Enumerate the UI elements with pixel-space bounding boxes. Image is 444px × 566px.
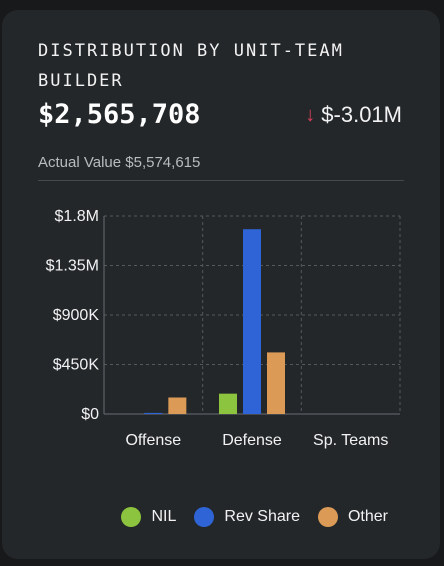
total-amount: $2,565,708 [38,99,201,130]
y-tick-label: $900K [53,307,100,324]
y-tick-label: $1.35M [46,258,99,275]
legend-item-nil[interactable]: NIL [121,507,176,527]
chart-legend: NIL Rev Share Other [2,507,440,527]
x-tick-label: Sp. Teams [313,432,388,449]
bar-nil-defense [219,393,237,414]
legend-item-other[interactable]: Other [317,507,388,527]
legend-swatch-rev-share [194,507,215,527]
bar-chart: $0 $450K $900K $1.35M $1.8M Offense Defense Sp.… [46,208,401,449]
y-tick-label: $0 [81,406,99,423]
bar-rev-share-offense [144,412,163,414]
legend-swatch-nil [121,507,142,527]
legend-label-nil: NIL [151,508,177,525]
legend-label-other: Other [347,508,388,525]
arrow-down-icon: ↓ [305,104,316,126]
actual-value: Actual Value $5,574,615 [38,154,201,171]
card-title: DISTRIBUTION BY UNIT-TEAM BUILDER [38,41,344,91]
y-tick-label: $1.8M [55,208,99,225]
delta-value: $-3.01M [321,102,402,127]
x-tick-label: Defense [222,432,282,449]
distribution-card: DISTRIBUTION BY UNIT-TEAM BUILDER $2,565… [2,10,440,559]
y-tick-label: $450K [53,357,100,374]
legend-item-rev-share[interactable]: Rev Share [194,507,300,527]
bar-rev-share-defense [243,229,261,414]
legend-label-rev-share: Rev Share [224,508,300,525]
legend-swatch-other [317,507,338,527]
bar-other-defense [267,352,285,414]
divider [38,180,404,181]
x-tick-label: Offense [125,432,181,449]
delta-indicator: ↓ $-3.01M [305,102,402,128]
bar-other-offense [168,397,187,414]
